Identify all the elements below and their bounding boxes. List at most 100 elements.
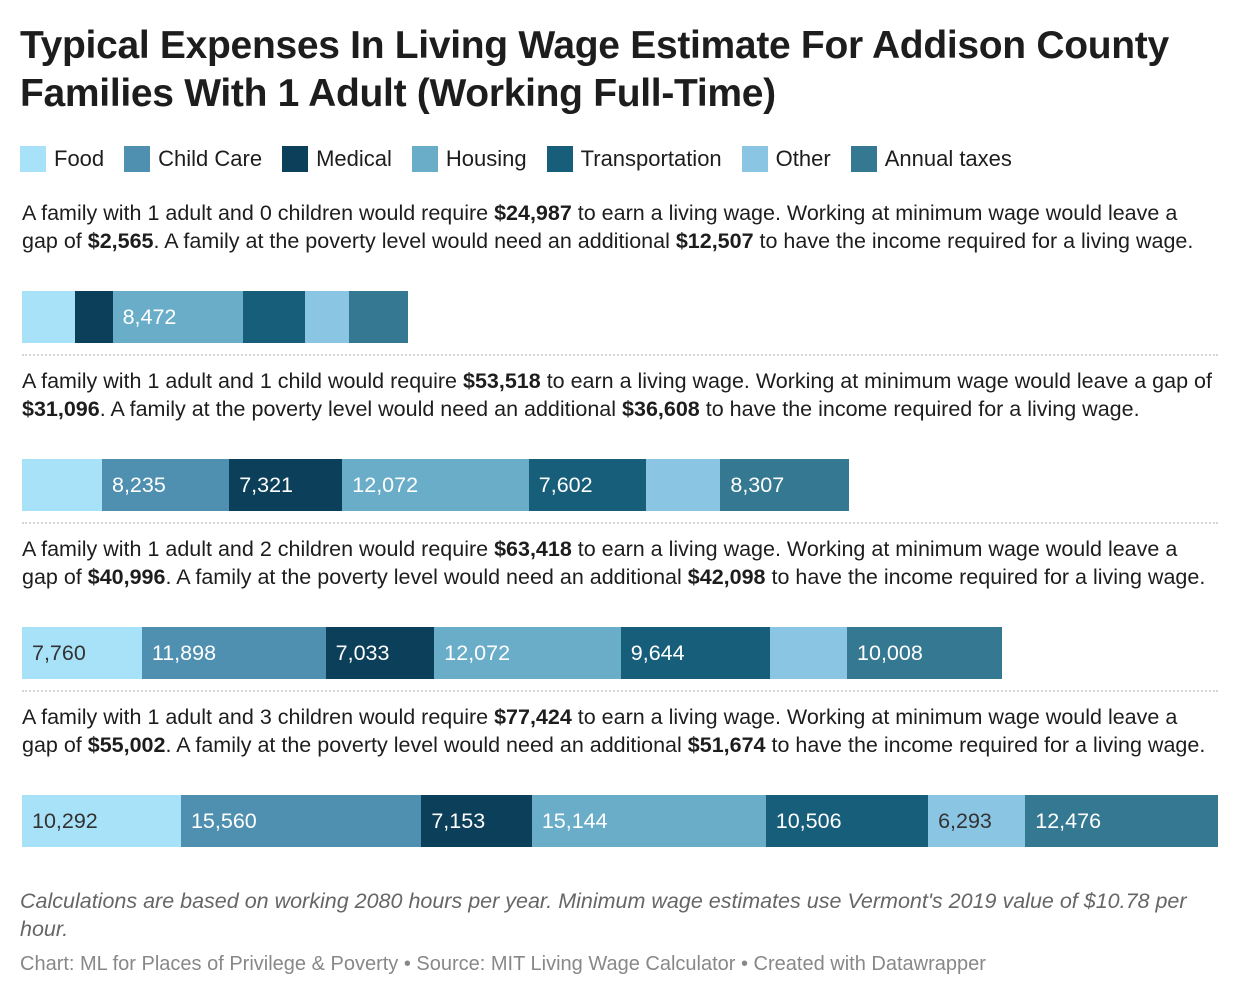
bar-segment-other	[769, 627, 848, 679]
bar-segment-housing: 15,144	[531, 795, 767, 847]
desc-text: to earn a living wage. Working at minimu…	[22, 705, 1178, 757]
segment-value-label: 10,008	[857, 640, 923, 665]
segment-value-label: 7,153	[431, 808, 486, 833]
legend-label: Child Care	[158, 146, 263, 171]
desc-text: . A family at the poverty level would ne…	[153, 229, 676, 253]
bar-segment-child-care: 15,560	[180, 795, 422, 847]
bar-segment-transportation: 9,644	[620, 627, 771, 679]
legend-swatch	[850, 146, 877, 172]
segment-value-label: 8,307	[730, 472, 785, 497]
legend-label: Food	[54, 146, 105, 171]
row-divider	[22, 690, 1218, 692]
segment-value-label: 6,293	[938, 808, 992, 833]
stacked-bar: 7,760 11,898 7,033 12,072 9,644 10,008	[22, 627, 1003, 679]
segment-value-label: 7,602	[538, 472, 593, 497]
legend-swatch	[282, 146, 309, 172]
legend-item-food: Food	[20, 146, 104, 172]
legend-item-housing: Housing	[411, 146, 527, 172]
bar-segment-housing: 12,072	[342, 459, 530, 511]
legend-item-annual-taxes: Annual taxes	[850, 146, 1012, 172]
stacked-bar: 8,472	[22, 291, 409, 343]
living-wage-amount: $77,424	[494, 705, 572, 729]
bar-segment-housing: 12,072	[434, 627, 622, 679]
poverty-gap-amount: $51,674	[687, 733, 766, 757]
family-description: A family with 1 adult and 3 children wou…	[22, 703, 1218, 759]
legend-item-medical: Medical	[282, 146, 392, 172]
bar-segment-annual-taxes: 8,307	[720, 459, 850, 511]
min-wage-gap-amount: $31,096	[22, 397, 100, 421]
segment-value-label: 15,560	[190, 808, 257, 833]
legend-label: Housing	[445, 146, 527, 171]
segment-value-label: 12,072	[444, 640, 511, 665]
desc-text: to earn a living wage. Working at minimu…	[22, 537, 1178, 589]
family-row-0-children: A family with 1 adult and 0 children wou…	[22, 199, 1218, 343]
family-row-1-child: A family with 1 adult and 1 child would …	[22, 367, 1218, 511]
bar-segment-annual-taxes	[349, 291, 409, 343]
legend: Food Child Care Medical Housing Transpor…	[20, 144, 1032, 174]
legend-label: Other	[775, 146, 831, 171]
segment-value-label: 9,644	[630, 640, 685, 665]
desc-text: to have the income required for a living…	[699, 397, 1140, 421]
segment-value-label: 12,476	[1035, 808, 1102, 833]
desc-text: to have the income required for a living…	[765, 733, 1206, 757]
legend-label: Annual taxes	[884, 146, 1012, 171]
segment-value-label: 8,235	[112, 472, 166, 497]
desc-text: . A family at the poverty level would ne…	[165, 565, 688, 589]
family-row-2-children: A family with 1 adult and 2 children wou…	[22, 535, 1218, 679]
living-wage-amount: $24,987	[494, 201, 572, 225]
stacked-bar: 8,235 7,321 12,072 7,602 8,307	[22, 459, 850, 511]
bar-segment-annual-taxes: 12,476	[1025, 795, 1219, 847]
desc-text: . A family at the poverty level would ne…	[165, 733, 688, 757]
segment-value-label: 15,144	[541, 808, 608, 833]
bar-segment-food: 10,292	[22, 795, 182, 847]
desc-text: to have the income required for a living…	[753, 229, 1194, 253]
desc-text: to earn a living wage. Working at minimu…	[540, 369, 1212, 393]
legend-item-transportation: Transportation	[546, 146, 722, 172]
min-wage-gap-amount: $40,996	[87, 565, 166, 589]
segment-value-label: 7,760	[32, 640, 86, 665]
segment-value-label: 8,472	[122, 304, 177, 329]
desc-text: A family with 1 adult and 0 children wou…	[22, 201, 495, 225]
stacked-bar: 10,292 15,560 7,153 15,144 10,506 6,293 12,476	[22, 795, 1219, 847]
bar-segment-food	[22, 291, 76, 343]
bar-segment-medical: 7,033	[325, 627, 435, 679]
legend-swatch	[411, 146, 438, 172]
poverty-gap-amount: $12,507	[675, 229, 754, 253]
bar-segment-transportation: 7,602	[528, 459, 647, 511]
row-divider	[22, 522, 1218, 524]
living-wage-amount: $63,418	[494, 537, 572, 561]
bar-segment-transportation	[243, 291, 306, 343]
segment-value-label: 11,898	[151, 640, 217, 665]
desc-text: . A family at the poverty level would ne…	[99, 397, 623, 421]
segment-value-label: 10,292	[32, 808, 98, 833]
desc-text: A family with 1 adult and 3 children wou…	[22, 705, 495, 729]
bar-segment-transportation: 10,506	[765, 795, 929, 847]
desc-text: to earn a living wage. Working at minimu…	[22, 201, 1178, 253]
family-row-3-children: A family with 1 adult and 3 children wou…	[22, 703, 1219, 847]
bar-segment-medical: 7,321	[229, 459, 343, 511]
desc-text: to have the income required for a living…	[765, 565, 1206, 589]
bar-segment-food	[22, 459, 103, 511]
min-wage-gap-amount: $55,002	[87, 733, 166, 757]
poverty-gap-amount: $36,608	[622, 397, 700, 421]
min-wage-gap-amount: $2,565	[87, 229, 154, 253]
family-description: A family with 1 adult and 0 children wou…	[22, 199, 1218, 255]
legend-item-other: Other	[741, 146, 831, 172]
bar-segment-other	[646, 459, 721, 511]
chart-footer: Chart: ML for Places of Privilege & Pove…	[20, 953, 986, 975]
segment-value-label: 7,033	[335, 640, 390, 665]
bar-segment-medical: 7,153	[421, 795, 533, 847]
legend-item-child-care: Child Care	[124, 146, 262, 172]
legend-swatch	[741, 146, 768, 172]
segment-value-label: 12,072	[352, 472, 419, 497]
bar-segment-food: 7,760	[22, 627, 143, 679]
chart-note: Calculations are based on working 2080 h…	[20, 889, 1187, 941]
family-description: A family with 1 adult and 2 children wou…	[22, 535, 1218, 591]
row-divider	[22, 354, 1218, 356]
bar-segment-other	[305, 291, 350, 343]
desc-text: A family with 1 adult and 2 children wou…	[22, 537, 495, 561]
bar-segment-medical	[75, 291, 114, 343]
legend-swatch	[546, 146, 573, 172]
segment-value-label: 10,506	[775, 808, 842, 833]
family-description: A family with 1 adult and 1 child would …	[22, 367, 1218, 423]
